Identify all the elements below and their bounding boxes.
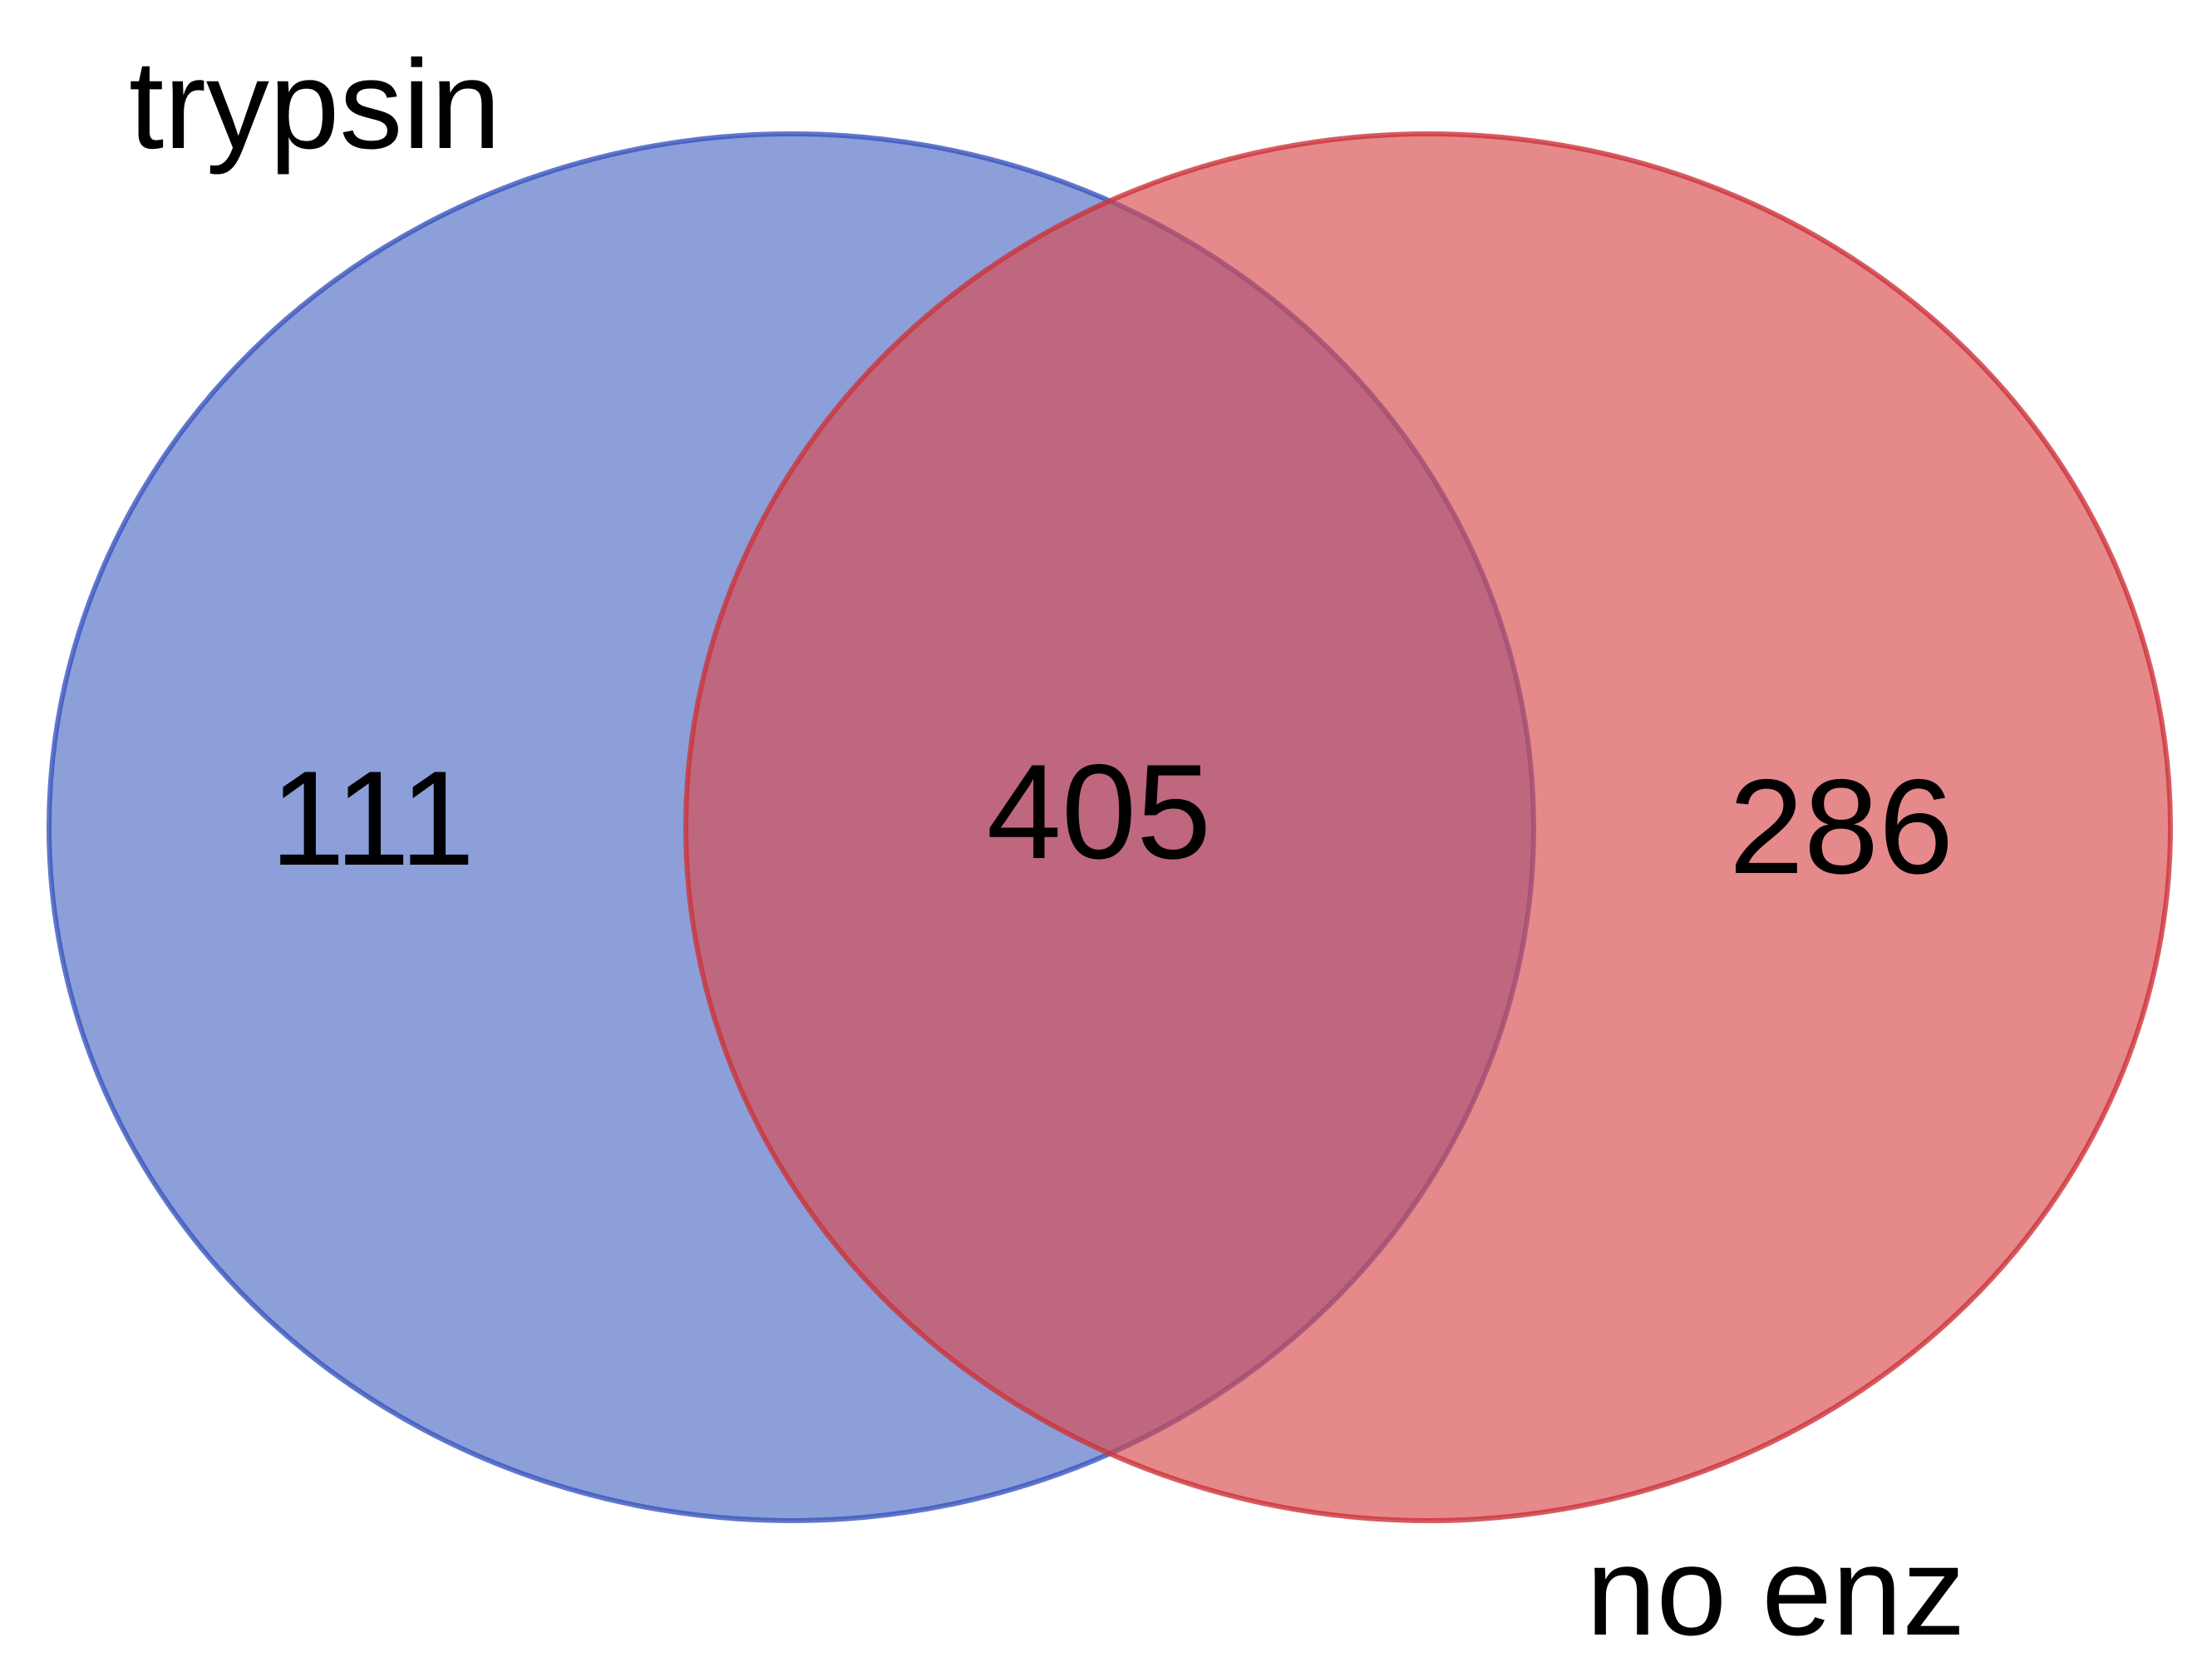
- count-trypsin-only: 111: [270, 743, 475, 894]
- set-label-trypsin: trypsin: [129, 34, 501, 175]
- set-circle-no-enz: [683, 131, 2173, 1523]
- set-label-no-enz: no enz: [1586, 1521, 1965, 1662]
- count-no-enz-only: 286: [1729, 752, 1953, 902]
- count-intersection: 405: [987, 737, 1211, 887]
